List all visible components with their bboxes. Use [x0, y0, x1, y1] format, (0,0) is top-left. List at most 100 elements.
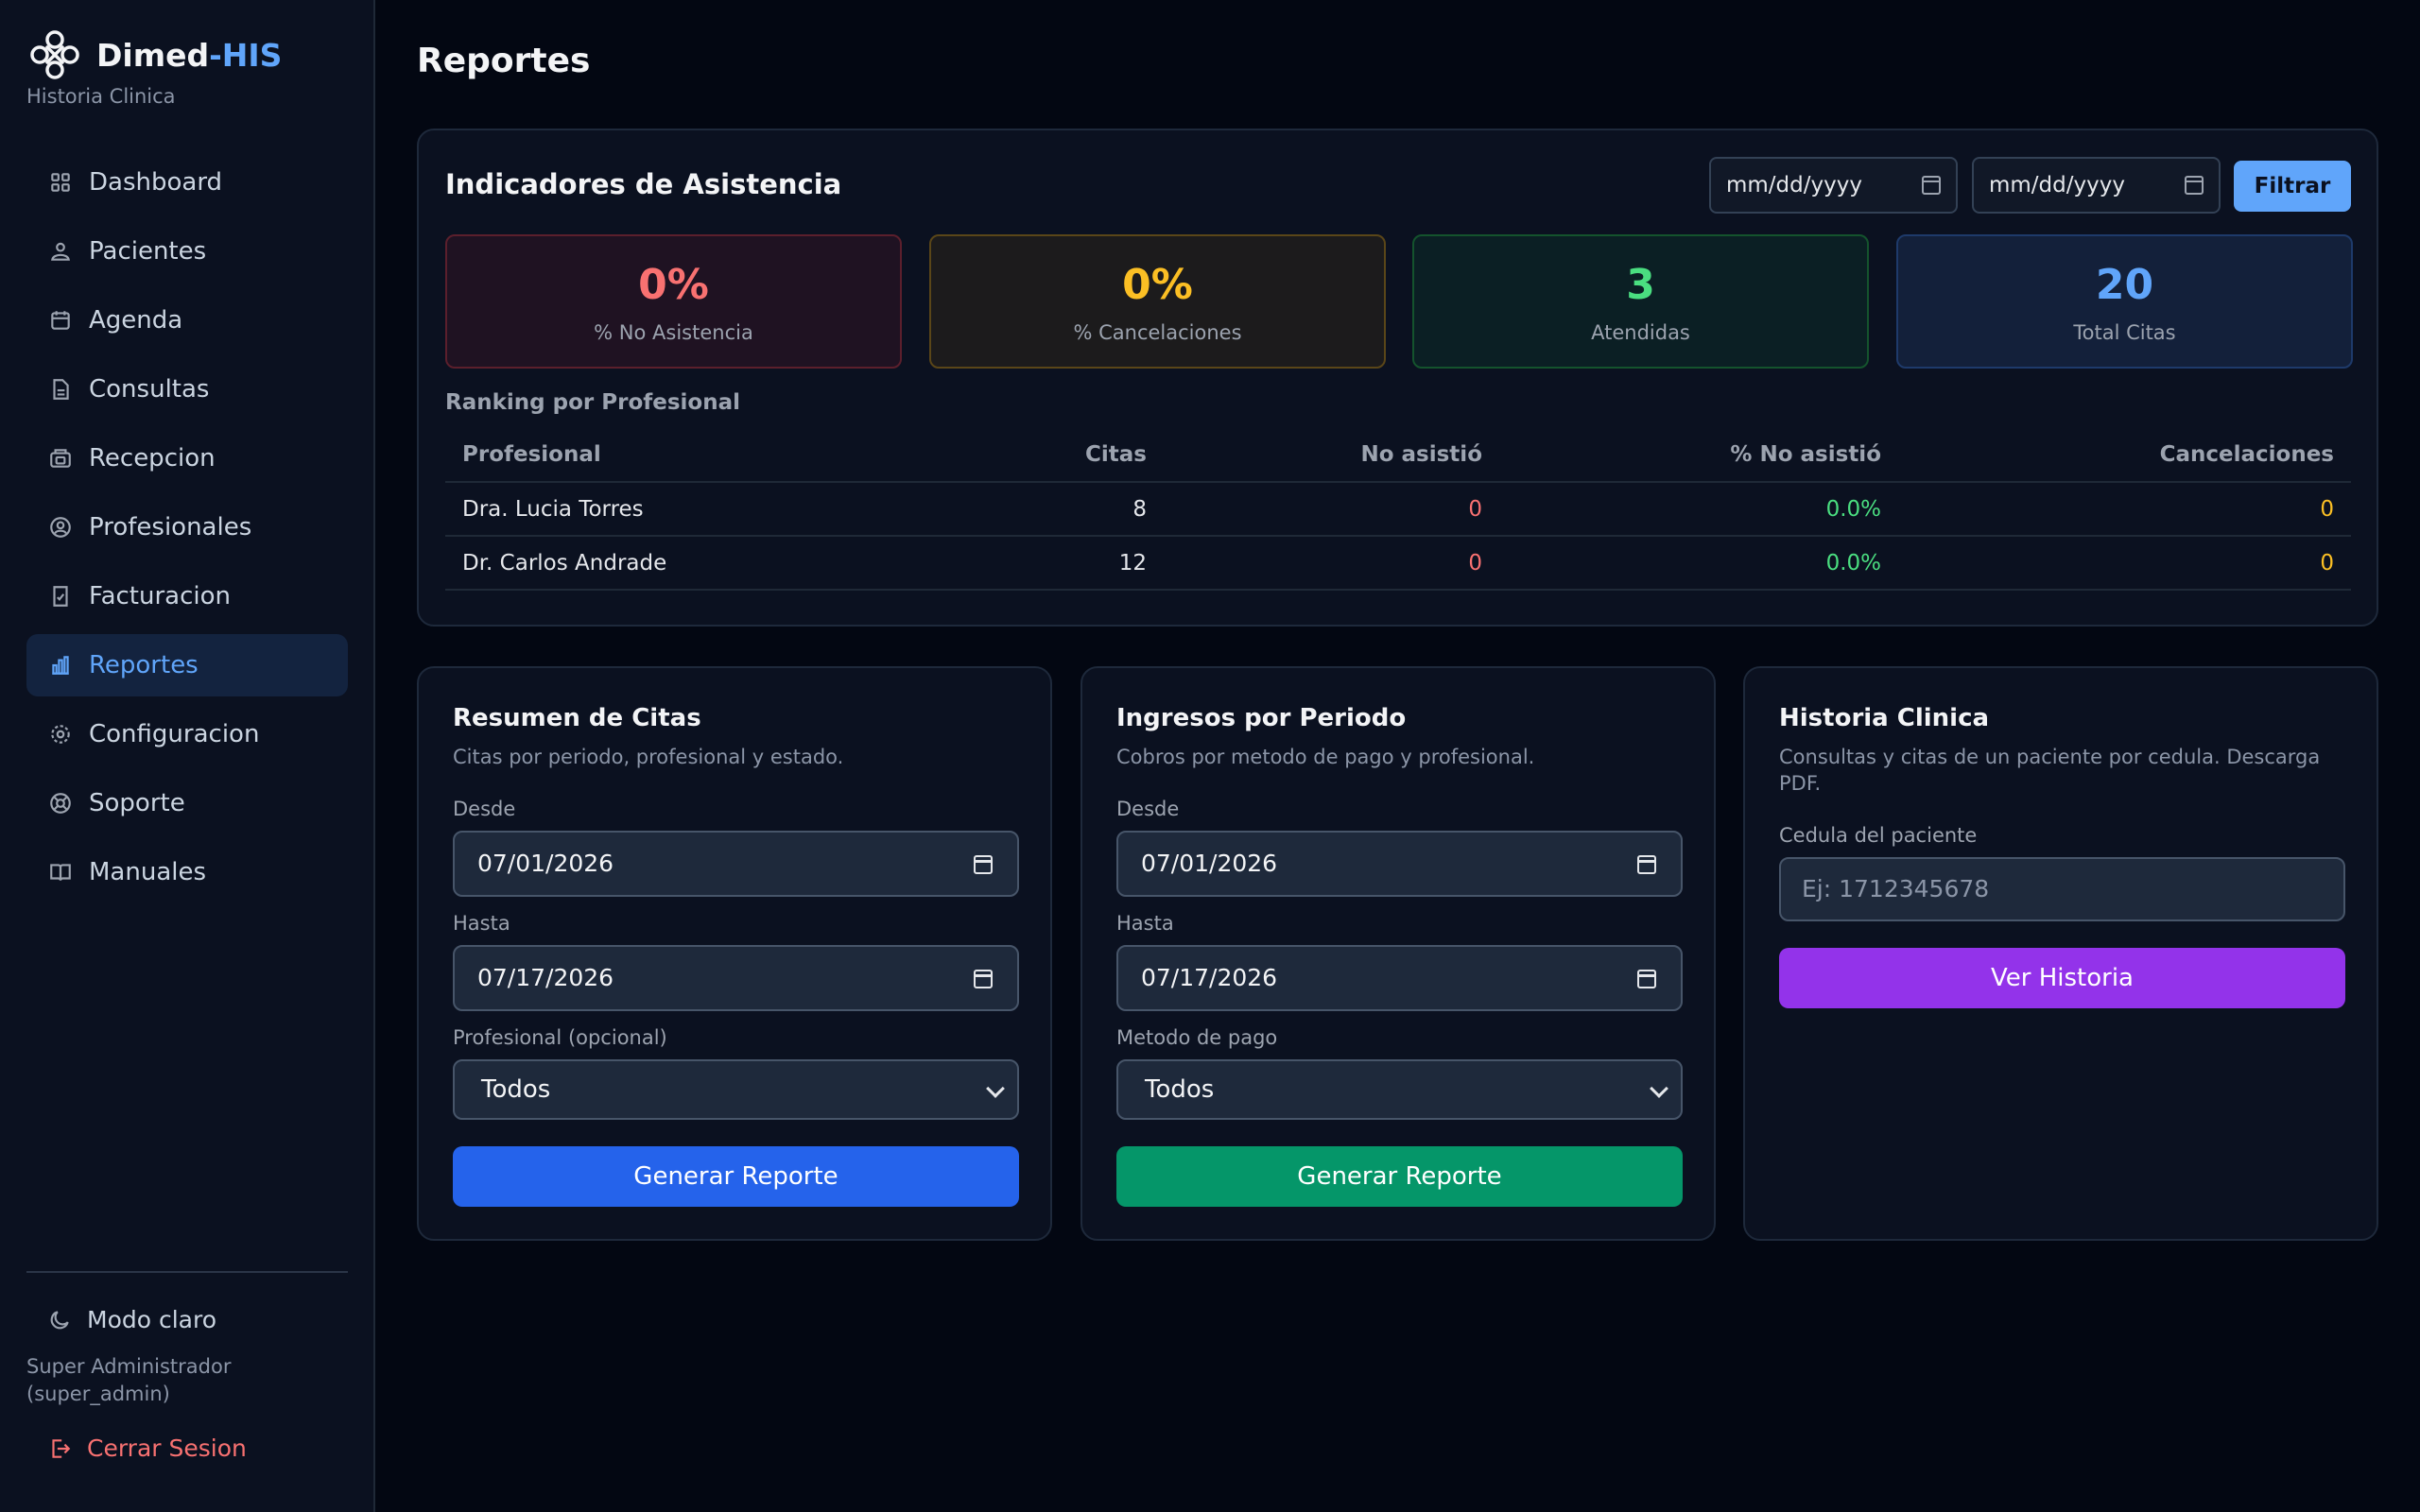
generate-report-button[interactable]: Generar Reporte	[453, 1146, 1019, 1207]
sidebar-item-recepcion[interactable]: Recepcion	[26, 427, 348, 490]
theme-toggle[interactable]: Modo claro	[47, 1306, 216, 1333]
sidebar-item-reportes[interactable]: Reportes	[26, 634, 348, 696]
stat-value: 3	[1626, 261, 1655, 309]
invoice-icon	[47, 583, 74, 610]
date-to-input[interactable]: mm/dd/yyyy	[1972, 157, 2221, 214]
sidebar-item-label: Recepcion	[89, 444, 216, 472]
sidebar-item-label: Configuracion	[89, 720, 260, 748]
report-title: Resumen de Citas	[453, 704, 701, 732]
sidebar-item-consultas[interactable]: Consultas	[26, 358, 348, 421]
to-label: Hasta	[453, 912, 510, 935]
logout-icon	[52, 1438, 71, 1458]
logout-label: Cerrar Sesion	[87, 1435, 247, 1462]
select-value: Todos	[481, 1075, 551, 1104]
cedula-input[interactable]: Ej: 1712345678	[1779, 857, 2345, 921]
date-from-input[interactable]: mm/dd/yyyy	[1709, 157, 1958, 214]
sidebar-item-facturacion[interactable]: Facturacion	[26, 565, 348, 627]
cell-cancelaciones: 0	[1898, 482, 2351, 537]
stat-total-citas: 20 Total Citas	[1896, 234, 2353, 369]
select-value: Todos	[1145, 1075, 1215, 1104]
date-to-field[interactable]: 07/17/2026	[453, 945, 1019, 1011]
ranking-title: Ranking por Profesional	[445, 390, 741, 415]
logo-icon	[30, 30, 79, 79]
cell-pct-no-asistio: 0.0%	[1499, 482, 1898, 537]
sidebar-divider	[26, 1271, 348, 1273]
report-card-ingresos: Ingresos por Periodo Cobros por metodo d…	[1080, 666, 1716, 1241]
chevron-down-icon	[1650, 1079, 1668, 1098]
date-from-field[interactable]: 07/01/2026	[1116, 831, 1683, 897]
indicators-title: Indicadores de Asistencia	[445, 168, 842, 200]
cell-profesional: Dr. Carlos Andrade	[445, 536, 946, 591]
cell-profesional: Dra. Lucia Torres	[445, 482, 946, 537]
date-from-field[interactable]: 07/01/2026	[453, 831, 1019, 897]
sidebar-item-agenda[interactable]: Agenda	[26, 289, 348, 352]
calendar-icon[interactable]	[1922, 176, 1941, 195]
calendar-icon[interactable]	[974, 855, 993, 874]
column-header: No asistió	[1164, 427, 1499, 483]
generate-report-button[interactable]: Generar Reporte	[1116, 1146, 1683, 1207]
bar-chart-icon	[47, 652, 74, 679]
sidebar-item-configuracion[interactable]: Configuracion	[26, 703, 348, 765]
book-icon	[47, 859, 74, 885]
date-value: 07/17/2026	[477, 964, 614, 991]
reception-icon	[47, 445, 74, 472]
column-header: Cancelaciones	[1898, 427, 2351, 483]
user-circle-icon	[47, 514, 74, 541]
sidebar-item-label: Profesionales	[89, 513, 252, 541]
users-icon	[47, 238, 74, 265]
ver-historia-button[interactable]: Ver Historia	[1779, 948, 2345, 1008]
date-value: 07/01/2026	[477, 850, 614, 877]
from-label: Desde	[453, 798, 516, 820]
sidebar-item-manuales[interactable]: Manuales	[26, 841, 348, 903]
report-description: Consultas y citas de un paciente por ced…	[1779, 746, 2321, 795]
stat-label: Total Citas	[2073, 321, 2176, 344]
sidebar-item-label: Pacientes	[89, 237, 207, 266]
calendar-icon	[47, 307, 74, 334]
cell-citas: 12	[946, 536, 1164, 591]
gear-icon	[47, 721, 74, 747]
page-title: Reportes	[417, 42, 591, 80]
stat-value: 0%	[638, 261, 709, 309]
sidebar-item-profesionales[interactable]: Profesionales	[26, 496, 348, 558]
calendar-icon[interactable]	[974, 970, 993, 988]
date-value: 07/01/2026	[1141, 850, 1278, 877]
stat-atendidas: 3 Atendidas	[1412, 234, 1869, 369]
brand-name: Dimed-HIS	[96, 36, 283, 74]
brand[interactable]: Dimed-HIS	[26, 26, 282, 83]
sidebar-item-label: Reportes	[89, 651, 199, 679]
cell-cancelaciones: 0	[1898, 536, 2351, 591]
date-to-placeholder: mm/dd/yyyy	[1989, 173, 2125, 198]
sidebar-item-dashboard[interactable]: Dashboard	[26, 151, 348, 214]
stat-label: % Cancelaciones	[1073, 321, 1242, 344]
filter-button[interactable]: Filtrar	[2234, 161, 2351, 212]
sidebar-item-pacientes[interactable]: Pacientes	[26, 220, 348, 283]
current-user: Super Administrador (super_admin)	[26, 1355, 232, 1405]
grid-icon	[47, 169, 74, 196]
date-to-field[interactable]: 07/17/2026	[1116, 945, 1683, 1011]
ranking-table: Profesional Citas No asistió % No asisti…	[445, 427, 2351, 591]
sidebar-item-soporte[interactable]: Soporte	[26, 772, 348, 834]
calendar-icon[interactable]	[1637, 970, 1656, 988]
to-label: Hasta	[1116, 912, 1174, 935]
select-label: Metodo de pago	[1116, 1026, 1278, 1049]
stat-value: 20	[2095, 261, 2154, 309]
sidebar-nav: Dashboard Pacientes Agenda Consultas Rec…	[26, 151, 348, 910]
date-from-placeholder: mm/dd/yyyy	[1726, 173, 1862, 198]
cedula-placeholder: Ej: 1712345678	[1802, 875, 1990, 902]
logout-button[interactable]: Cerrar Sesion	[47, 1435, 247, 1462]
theme-toggle-label: Modo claro	[87, 1306, 217, 1333]
brand-subtitle: Historia Clinica	[26, 85, 176, 108]
document-icon	[47, 376, 74, 403]
table-header-row: Profesional Citas No asistió % No asisti…	[445, 427, 2351, 483]
chevron-down-icon	[986, 1079, 1005, 1098]
calendar-icon[interactable]	[2185, 176, 2204, 195]
calendar-icon[interactable]	[1637, 855, 1656, 874]
stat-value: 0%	[1122, 261, 1193, 309]
from-label: Desde	[1116, 798, 1180, 820]
sidebar-item-label: Manuales	[89, 858, 207, 886]
report-card-citas: Resumen de Citas Citas por periodo, prof…	[417, 666, 1052, 1241]
profesional-select[interactable]: Todos	[453, 1059, 1019, 1120]
payment-method-select[interactable]: Todos	[1116, 1059, 1683, 1120]
attendance-indicators-card: Indicadores de Asistencia mm/dd/yyyy mm/…	[417, 129, 2378, 627]
sidebar-item-label: Facturacion	[89, 582, 231, 610]
